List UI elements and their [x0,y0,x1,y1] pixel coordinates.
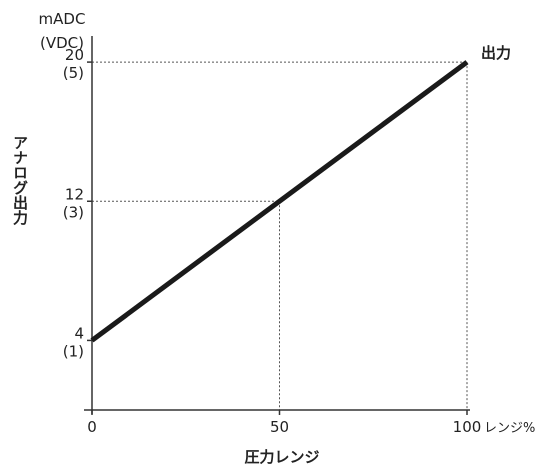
y-tick-label: 4 [74,324,84,342]
x-tick-label: 100 [453,418,482,436]
y-unit-line-1: mADC [39,10,86,28]
y-axis-title: アナログ出力 [11,135,29,226]
series-line [90,60,469,343]
guide-lines [92,61,468,410]
series-label: 出力 [481,44,511,62]
x-tick-label: 50 [270,418,289,436]
y-tick-sublabel: (5) [63,64,84,82]
y-ticks: 4(1) 12(3) 20(5) [63,46,92,360]
y-tick-label: 12 [65,185,84,203]
x-ticks: 0 50 100 [87,410,481,436]
x-axis-title: 圧力レンジ [244,448,319,466]
y-tick-label: 20 [65,46,84,64]
x-unit-label: レンジ% [484,421,535,436]
x-tick-label: 0 [87,418,97,436]
y-tick-sublabel: (1) [63,342,84,360]
y-tick-sublabel: (3) [63,203,84,221]
y-unit-line-2: (VDC) [40,34,84,52]
series-group: 出力 [90,44,511,343]
